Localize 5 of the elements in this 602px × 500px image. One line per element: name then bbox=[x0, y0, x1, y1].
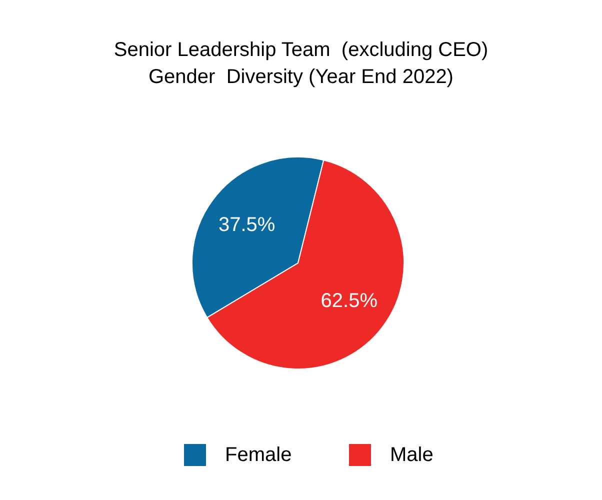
chart-title: Senior Leadership Team (excluding CEO) Gender Diversity (Year End 2022) bbox=[114, 39, 488, 88]
legend-label: Female bbox=[225, 444, 292, 466]
data-label: 37.5% bbox=[218, 214, 276, 236]
data-label: 62.5% bbox=[320, 290, 378, 312]
legend-label: Male bbox=[390, 444, 434, 466]
